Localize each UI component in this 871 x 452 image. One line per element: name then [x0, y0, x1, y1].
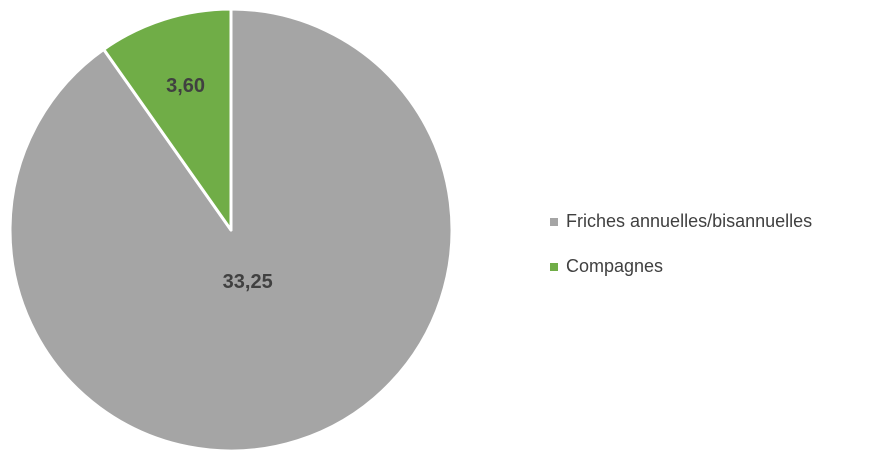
legend-swatch: [550, 263, 558, 271]
value-label: 33,25: [223, 271, 273, 293]
legend-swatch: [550, 218, 558, 226]
pie-slice: [8, 7, 454, 452]
pie-slice: [102, 7, 233, 232]
legend-label: Compagnes: [566, 256, 663, 276]
legend-label: Friches annuelles/bisannuelles: [566, 211, 812, 231]
value-label: 3,60: [166, 75, 205, 97]
